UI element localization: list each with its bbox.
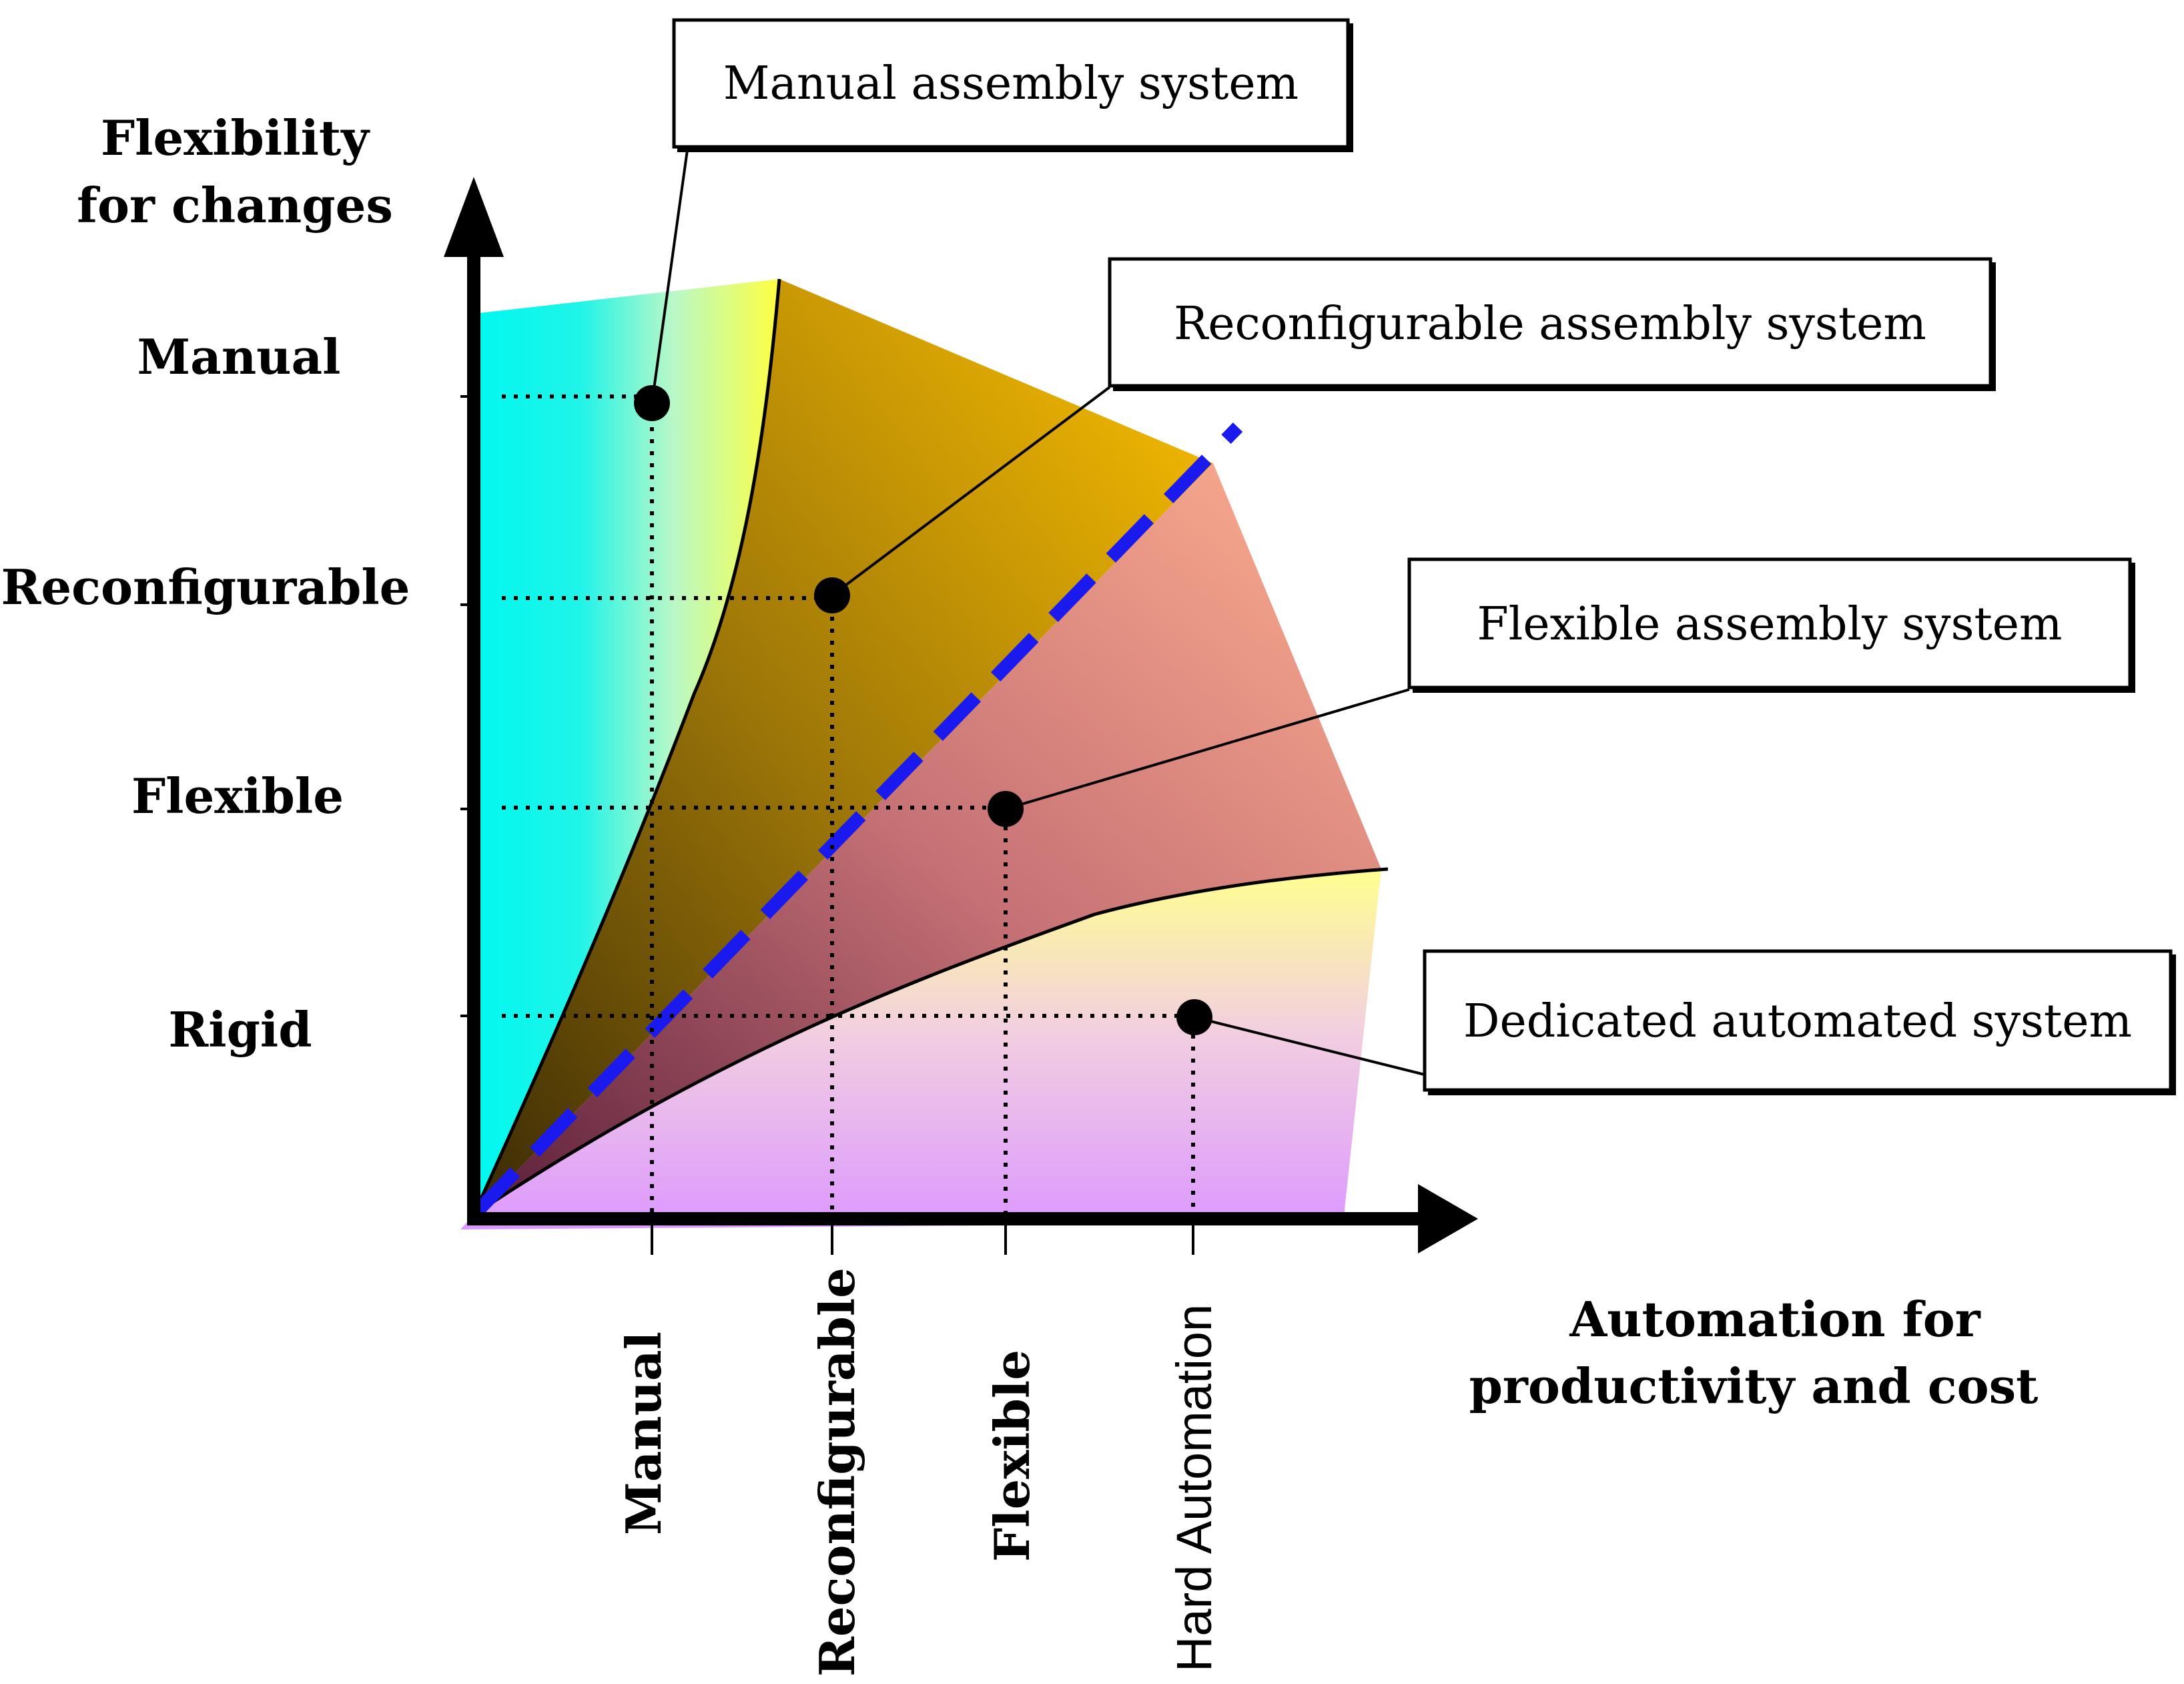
y-axis-title-line-1: Flexibility <box>101 109 370 166</box>
x-axis-title-line-1: Automation for <box>1569 1291 1980 1348</box>
leader-reconfigurable <box>831 386 1111 597</box>
leader-dedicated <box>1194 1016 1425 1076</box>
manual-reconfigurable-boundary <box>472 278 781 1216</box>
callout-manual: Manual assembly system <box>672 18 1353 152</box>
x-axis-title-line-2: productivity and cost <box>1469 1358 2039 1414</box>
y-tick-label-manual: Manual <box>137 328 340 385</box>
x-tick-label-hard-automation: Hard Automation <box>1166 1304 1222 1672</box>
callout-reconfigurable: Reconfigurable assembly system <box>1108 257 1996 391</box>
y-tick-label-flexible: Flexible <box>131 768 344 824</box>
callout-reconfigurable-text: Reconfigurable assembly system <box>1174 298 1926 350</box>
x-tick-label-reconfigurable: Reconfigurable <box>809 1268 865 1677</box>
y-tick-label-reconfigurable: Reconfigurable <box>1 559 410 615</box>
callout-flexible: Flexible assembly system <box>1407 557 2135 693</box>
x-tick-label-manual: Manual <box>615 1332 672 1535</box>
y-axis-title-line-2: for changes <box>77 177 393 234</box>
y-axis-arrow <box>444 177 504 257</box>
leader-manual <box>651 150 689 404</box>
flexible-dedicated-boundary <box>472 867 1389 1217</box>
dedicated-region <box>460 869 1381 1229</box>
callout-dedicated: Dedicated automated system <box>1423 949 2176 1095</box>
flexible-region <box>474 463 1381 1215</box>
y-tick-label-rigid: Rigid <box>168 1001 312 1058</box>
callout-dedicated-text: Dedicated automated system <box>1463 995 2132 1048</box>
x-axis-arrow <box>1418 1184 1478 1253</box>
callout-manual-text: Manual assembly system <box>723 57 1299 110</box>
manual-region <box>474 279 779 1215</box>
x-tick-label-flexible: Flexible <box>984 1350 1040 1562</box>
leader-flexible <box>1005 688 1410 810</box>
callout-flexible-text: Flexible assembly system <box>1477 598 2062 651</box>
reconfigurable-region <box>474 279 1213 1215</box>
diagonal-dashed-line <box>472 423 1243 1216</box>
